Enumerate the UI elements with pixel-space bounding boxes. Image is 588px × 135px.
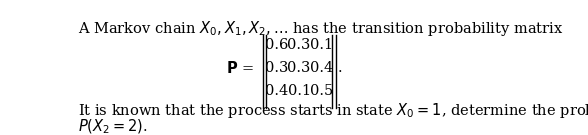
Text: 0.4: 0.4 xyxy=(265,84,288,98)
Text: $P(X_2 = 2)$.: $P(X_2 = 2)$. xyxy=(78,118,148,135)
Text: 0.6: 0.6 xyxy=(265,38,288,52)
Text: 0.5: 0.5 xyxy=(310,84,333,98)
Text: 0.1: 0.1 xyxy=(288,84,310,98)
Text: $\mathbf{P}$ =: $\mathbf{P}$ = xyxy=(226,60,253,76)
Text: It is known that the process starts in state $X_0 = 1$, determine the probabilit: It is known that the process starts in s… xyxy=(78,101,588,120)
Text: .: . xyxy=(338,61,342,75)
Text: 0.3: 0.3 xyxy=(288,38,311,52)
Text: 0.3: 0.3 xyxy=(265,61,288,75)
Text: 0.3: 0.3 xyxy=(288,61,311,75)
Text: 0.4: 0.4 xyxy=(310,61,333,75)
Text: A Markov chain $X_0, X_1, X_2, \ldots$ has the transition probability matrix: A Markov chain $X_0, X_1, X_2, \ldots$ h… xyxy=(78,19,563,38)
Text: 0.1: 0.1 xyxy=(310,38,333,52)
